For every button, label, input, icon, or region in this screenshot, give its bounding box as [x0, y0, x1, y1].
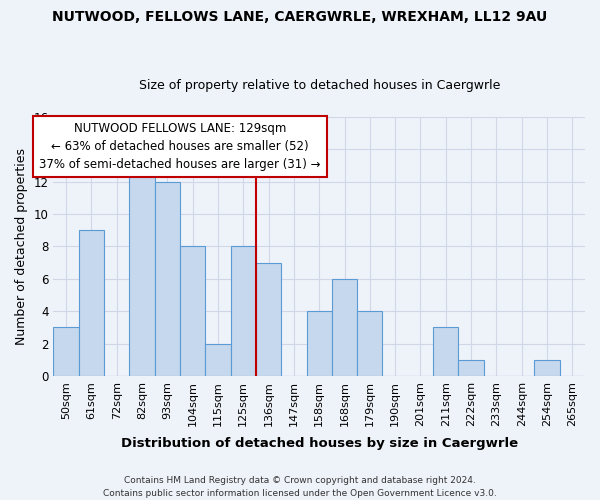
Bar: [458, 360, 484, 376]
Bar: [180, 246, 205, 376]
Bar: [256, 262, 281, 376]
Text: NUTWOOD FELLOWS LANE: 129sqm
← 63% of detached houses are smaller (52)
37% of se: NUTWOOD FELLOWS LANE: 129sqm ← 63% of de…: [39, 122, 321, 170]
Bar: [332, 278, 357, 376]
Bar: [357, 311, 382, 376]
Bar: [433, 328, 458, 376]
Bar: [307, 311, 332, 376]
Bar: [535, 360, 560, 376]
Bar: [205, 344, 230, 376]
Bar: [53, 328, 79, 376]
Bar: [155, 182, 180, 376]
Text: NUTWOOD, FELLOWS LANE, CAERGWRLE, WREXHAM, LL12 9AU: NUTWOOD, FELLOWS LANE, CAERGWRLE, WREXHA…: [52, 10, 548, 24]
Text: Contains HM Land Registry data © Crown copyright and database right 2024.
Contai: Contains HM Land Registry data © Crown c…: [103, 476, 497, 498]
Title: Size of property relative to detached houses in Caergwrle: Size of property relative to detached ho…: [139, 79, 500, 92]
Bar: [230, 246, 256, 376]
X-axis label: Distribution of detached houses by size in Caergwrle: Distribution of detached houses by size …: [121, 437, 518, 450]
Y-axis label: Number of detached properties: Number of detached properties: [15, 148, 28, 345]
Bar: [130, 166, 155, 376]
Bar: [79, 230, 104, 376]
